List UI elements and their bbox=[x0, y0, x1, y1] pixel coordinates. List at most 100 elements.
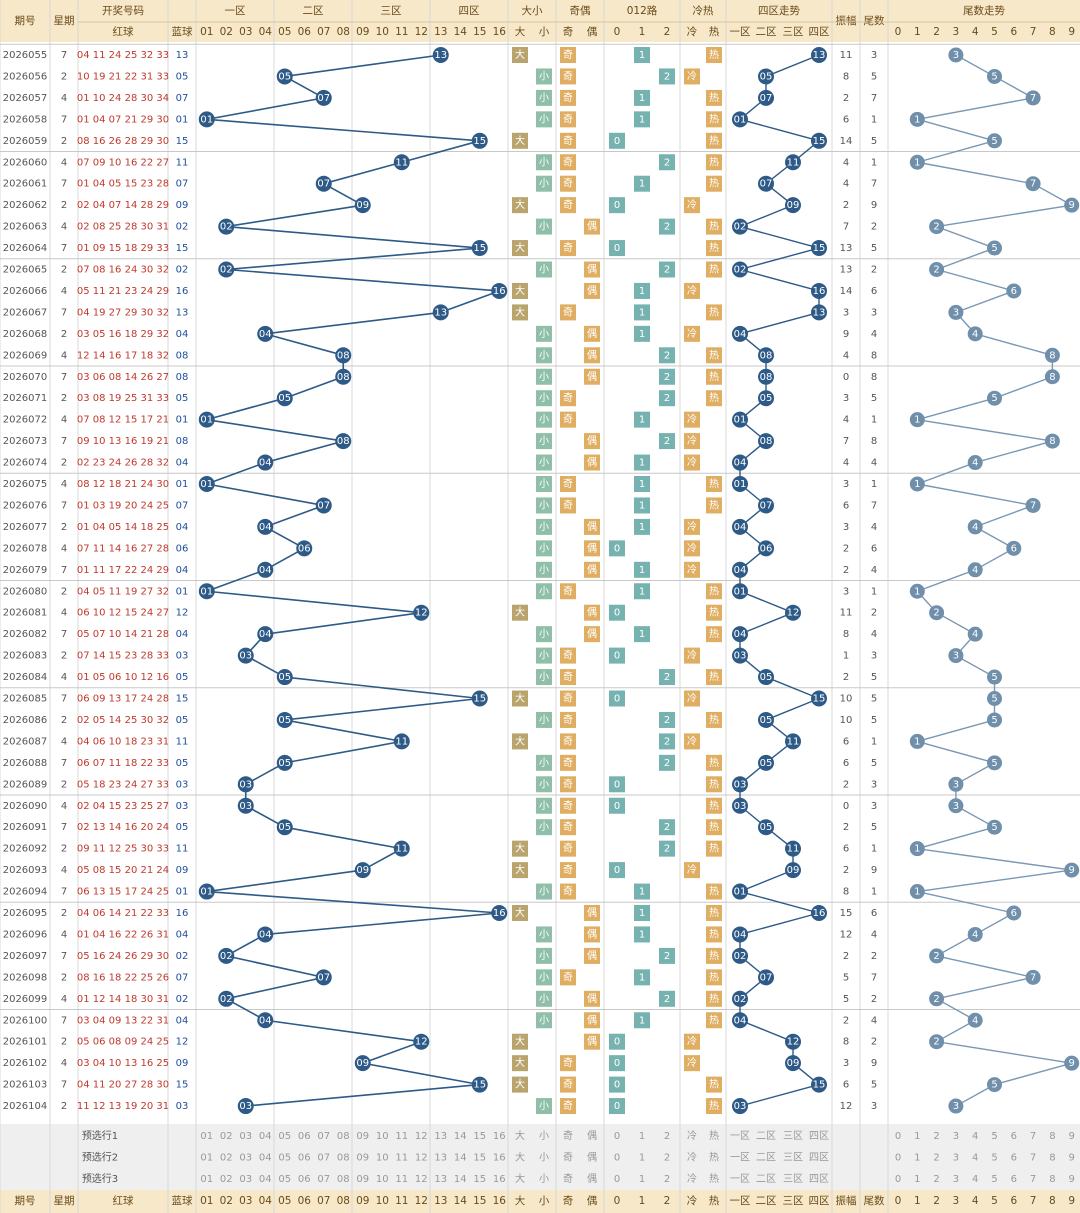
zone-marker bbox=[785, 840, 801, 857]
week: 2 bbox=[61, 908, 67, 919]
header-sub: 8 bbox=[1049, 26, 1056, 38]
amplitude: 2 bbox=[843, 822, 849, 833]
zone-marker-label: 07 bbox=[760, 179, 773, 190]
header-sub: 13 bbox=[434, 26, 447, 38]
road-box bbox=[634, 969, 650, 986]
preselect-option: 1 bbox=[639, 1174, 645, 1185]
blue-marker-label: 07 bbox=[317, 179, 330, 190]
tail-marker-label: 7 bbox=[1030, 972, 1036, 983]
tail-marker bbox=[987, 240, 1002, 256]
tail: 2 bbox=[871, 222, 877, 233]
zone-trend-line bbox=[739, 311, 820, 335]
red-balls: 07 08 12 15 17 21 bbox=[77, 415, 169, 426]
preselect-option: 08 bbox=[337, 1131, 350, 1142]
parity-box bbox=[560, 733, 576, 750]
hot: 热 bbox=[709, 263, 719, 276]
parity-box bbox=[560, 669, 576, 686]
size: 小 bbox=[539, 928, 549, 940]
size-box bbox=[536, 926, 552, 943]
blue-ball: 02 bbox=[176, 994, 189, 1005]
footer-sub: 4 bbox=[972, 1195, 979, 1207]
size-box bbox=[536, 175, 552, 192]
zone-marker bbox=[758, 368, 774, 385]
footer-sub: 2 bbox=[933, 1195, 940, 1207]
footer-sub: 7 bbox=[1030, 1195, 1037, 1207]
period: 2026080 bbox=[3, 586, 48, 597]
tail: 8 bbox=[871, 350, 877, 361]
blue-ball: 09 bbox=[176, 200, 189, 211]
size-box bbox=[512, 1033, 528, 1050]
zone-marker-label: 04 bbox=[734, 458, 747, 469]
amplitude: 3 bbox=[843, 393, 849, 404]
size: 小 bbox=[539, 757, 549, 769]
road-box bbox=[659, 368, 675, 385]
week: 2 bbox=[61, 779, 67, 790]
tail: 2 bbox=[871, 994, 877, 1005]
blue-marker bbox=[413, 604, 430, 621]
road-box bbox=[609, 197, 625, 214]
header-sub: 03 bbox=[239, 26, 252, 38]
size: 小 bbox=[539, 221, 549, 233]
preselect-option: 冷 bbox=[687, 1151, 697, 1164]
tail: 9 bbox=[871, 865, 877, 876]
hot: 热 bbox=[709, 820, 719, 833]
blue-marker-label: 05 bbox=[278, 71, 291, 82]
preselect-option: 偶 bbox=[587, 1172, 597, 1185]
header-sub: 05 bbox=[278, 26, 291, 38]
parity-box bbox=[560, 304, 576, 321]
size: 小 bbox=[539, 521, 549, 533]
preselect-option: 10 bbox=[376, 1131, 389, 1142]
blue-marker-label: 04 bbox=[259, 565, 272, 576]
amplitude: 2 bbox=[843, 865, 849, 876]
blue-ball: 15 bbox=[176, 694, 189, 705]
blue-trend-line bbox=[226, 268, 500, 292]
road-box bbox=[659, 154, 675, 171]
tail-marker bbox=[987, 755, 1002, 771]
blue-marker bbox=[276, 68, 293, 85]
parity-box bbox=[584, 282, 600, 299]
period: 2026090 bbox=[3, 801, 48, 812]
week: 7 bbox=[61, 565, 67, 576]
tail-marker-label: 4 bbox=[972, 458, 978, 469]
tail-marker bbox=[1025, 969, 1041, 985]
preselect-option: 2 bbox=[933, 1131, 939, 1142]
blue-ball: 06 bbox=[176, 543, 189, 554]
parity-box bbox=[560, 1098, 576, 1115]
parity: 奇 bbox=[563, 756, 573, 769]
period: 2026093 bbox=[3, 865, 48, 876]
preselect-option: 5 bbox=[991, 1131, 997, 1142]
amplitude: 1 bbox=[843, 651, 849, 662]
road-box bbox=[659, 433, 675, 450]
period: 2026072 bbox=[3, 415, 48, 426]
zone-marker-label: 01 bbox=[734, 887, 747, 898]
hot: 热 bbox=[709, 112, 719, 125]
preselect-option: 0 bbox=[614, 1131, 620, 1142]
preselect-option: 03 bbox=[239, 1131, 252, 1142]
parity-box bbox=[560, 154, 576, 171]
zone-marker-label: 01 bbox=[734, 415, 747, 426]
zone-trend-line bbox=[739, 590, 794, 614]
hot: 冷 bbox=[687, 456, 697, 469]
header-label: 012路 bbox=[627, 4, 658, 17]
footer-sub: 2 bbox=[664, 1195, 671, 1207]
size: 大 bbox=[515, 1056, 525, 1069]
blue-marker bbox=[237, 776, 254, 793]
road-box bbox=[634, 89, 650, 106]
preselect-option: 15 bbox=[473, 1174, 486, 1185]
tail: 8 bbox=[871, 372, 877, 383]
parity: 奇 bbox=[563, 1099, 573, 1112]
footer-sub: 冷 bbox=[687, 1194, 698, 1207]
tail-marker bbox=[1025, 176, 1041, 192]
header-label: 红球 bbox=[113, 25, 134, 38]
blue-ball: 01 bbox=[176, 114, 189, 125]
hot-box bbox=[706, 154, 722, 171]
blue-marker bbox=[335, 368, 352, 385]
preselect-option: 7 bbox=[1030, 1131, 1036, 1142]
zone-marker bbox=[732, 476, 748, 492]
preselect-option: 8 bbox=[1049, 1131, 1055, 1142]
zone-marker bbox=[732, 411, 748, 428]
blue-ball: 03 bbox=[176, 801, 189, 812]
hot-box bbox=[706, 240, 722, 257]
size-box bbox=[536, 797, 552, 814]
week: 4 bbox=[61, 350, 67, 361]
